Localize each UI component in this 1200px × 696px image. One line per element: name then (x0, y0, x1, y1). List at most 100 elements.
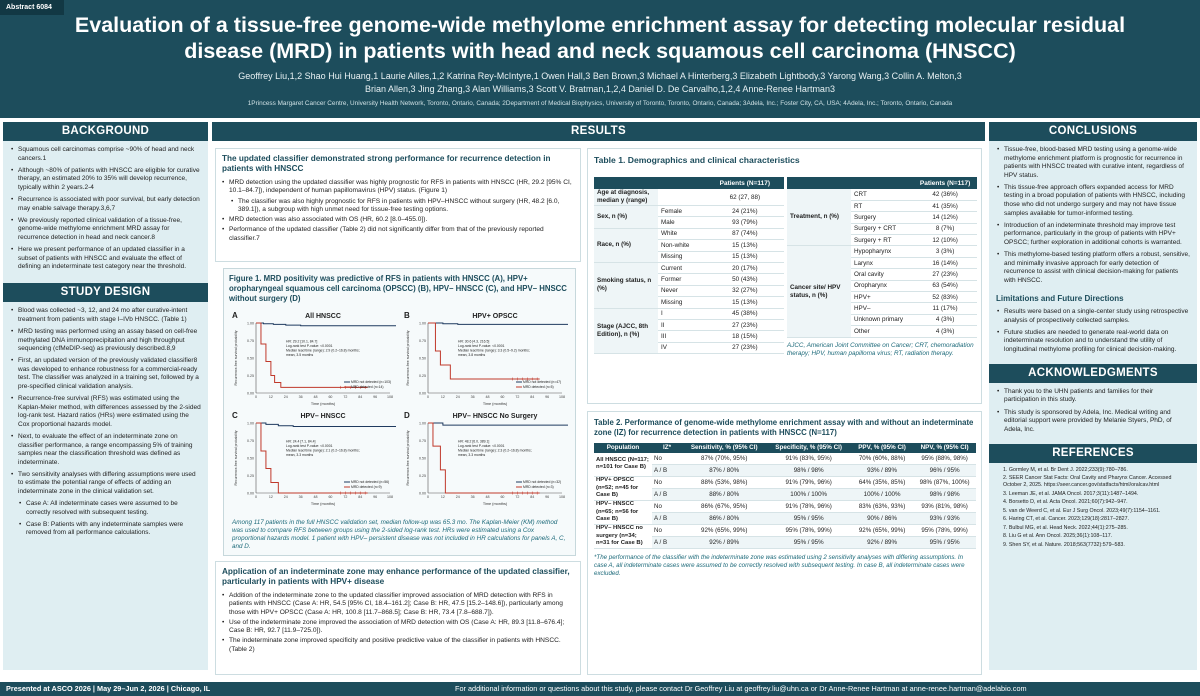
x-tick-label: 72 (343, 495, 347, 499)
table-2-header: Specificity, % (95% CI) (766, 443, 851, 453)
table-1-sub-label: Female (658, 205, 706, 218)
panel-letter: C (232, 411, 238, 420)
acknowledgments-heading: ACKNOWLEDGMENTS (989, 363, 1197, 383)
y-tick-label: 1.00 (419, 322, 426, 326)
x-tick-label: 108 (387, 495, 393, 499)
x-axis-label: Time (months) (483, 502, 508, 506)
table-2-cell: 88% / 80% (682, 488, 767, 502)
legend-label: MRD not detected (n=32) (523, 480, 561, 484)
study-design-bullet: Recurrence-free survival (RFS) was estim… (11, 395, 201, 429)
table-2-population: HPV– HNSCC (n=65; n=56 for Case B) (594, 500, 652, 526)
study-design-bullet: Two sensitivity analyses with differing … (11, 471, 201, 497)
results-bullet: The indeterminate zone improved specific… (222, 637, 574, 654)
table-row: Larynx 16 (14%) (787, 257, 977, 270)
table-row: Oral cavity 27 (23%) (787, 268, 977, 281)
x-tick-label: 60 (500, 395, 504, 399)
legend-label: MRD not detected (n=103) (351, 380, 391, 384)
table-1-sub-label: IV (658, 342, 706, 355)
table-1-sub-label: Missing (658, 296, 706, 309)
km-stat: mean, 3.8 months (458, 353, 485, 357)
table-1-value: 27 (23%) (913, 268, 977, 281)
table-1-value: 18 (15%) (705, 330, 784, 343)
table-1-value: 93 (79%) (705, 216, 784, 229)
x-tick-label: 0 (427, 395, 429, 399)
km-panel-c: C HPV– HNSCC 1.00 0.75 0.50 0.25 0.00 0 12 24 36 48… (230, 409, 396, 509)
table-2-cell: 95% (78%, 99%) (766, 524, 851, 538)
table-1-value: 11 (17%) (913, 302, 977, 315)
km-panel-a: A All HNSCC 1.00 0.75 0.50 0.25 0.00 0 12 24 36 48 6… (230, 309, 396, 409)
table-2-cell: 86% (67%, 95%) (682, 500, 767, 514)
results-box-1-list: MRD detection using the updated classifi… (222, 179, 574, 243)
table-row: All HNSCC (N=117; n=101 for Case B) No 87%… (594, 452, 976, 478)
table-2-cell: 93% / 93% (913, 512, 976, 526)
x-tick-label: 60 (500, 495, 504, 499)
panel-title: All HNSCC (305, 313, 341, 320)
table-row: HPV+ OPSCC (n=52; n=45 for Case B) No 88% … (594, 476, 976, 502)
y-tick-label: 1.00 (419, 422, 426, 426)
table-row: A / B 86% / 80% 95% / 95% 90% / 86% 93% / 93… (594, 512, 976, 526)
x-tick-label: 60 (328, 395, 332, 399)
table-1-sub-label: Unknown primary (851, 314, 914, 327)
table-2-title: Table 2. Performance of genome-wide meth… (594, 418, 974, 437)
panel-letter: D (404, 411, 410, 420)
y-tick-label: 0.25 (419, 474, 426, 478)
reference-item: 4. Borsetto D, et al. Acta Oncol. 2021;6… (1003, 499, 1128, 506)
table-1-title: Table 1. Demographics and clinical chara… (594, 155, 800, 165)
x-tick-label: 48 (486, 395, 490, 399)
table-1-value: 87 (74%) (705, 228, 784, 241)
reference-item: 6. Haring CT, et al. Cancer. 2023;129(18… (1003, 516, 1130, 523)
km-panel-d: D HPV– HNSCC No Surgery 1.00 0.75 0.50 0.25 0.… (402, 409, 568, 509)
results-box-1: The updated classifier demonstrated stro… (215, 148, 581, 262)
table-row: RT 41 (35%) (787, 200, 977, 213)
km-stat: Median lead time (range): 2.3 (0.2–16.8)… (458, 448, 532, 452)
authors-line-1: Geoffrey Liu,1,2 Shao Hui Huang,1 Laurie… (238, 71, 962, 81)
reference-item: 7. Bulbul MG, et al. Head Neck. 2022;44(… (1003, 524, 1128, 531)
table-2-cell: 83% (63%, 93%) (850, 500, 914, 514)
table-1-left-grid: Patients (N=117) Age at diagnosis, median… (594, 177, 784, 355)
x-axis-label: Time (months) (483, 402, 508, 406)
results-sub-bullet: The classifier was also highly prognosti… (231, 198, 574, 215)
right-column: CONCLUSIONS Tissue-free, blood-based MRD… (989, 122, 1197, 670)
table-row: Former 50 (43%) (594, 273, 784, 286)
y-axis-label: Recurrence-free survival probability (234, 330, 238, 385)
table-1-sub-label: Current (658, 262, 706, 275)
table-2-cell: 98% / 98% (766, 464, 851, 478)
table-1-right-grid: Patients (N=117) Treatment, n (%) CRT 42 (3… (787, 177, 977, 338)
legend-label: MRD detected (n=14) (351, 385, 384, 389)
x-tick-label: 12 (269, 495, 273, 499)
x-tick-label: 84 (358, 395, 362, 399)
acknowledgment-bullet: This study is sponsored by Adela, Inc. M… (997, 409, 1190, 435)
study-design-sub-bullet: Case B: Patients with any indeterminate … (19, 521, 201, 538)
results-box-2: Application of an indeterminate zone may… (215, 561, 581, 675)
y-tick-label: 0.00 (247, 492, 254, 496)
table-2-cell: 91% (83%, 95%) (766, 452, 851, 466)
results-bullet: Performance of the updated classifier (T… (222, 226, 574, 243)
table-row: II 27 (23%) (594, 319, 784, 332)
references-list: 1. Gormley M, et al. Br Dent J. 2022;233… (989, 463, 1197, 548)
table-row: Other 4 (3%) (787, 325, 977, 338)
table-1-group-label: Cancer site/ HPV status, n (%) (787, 245, 851, 338)
table-1-group-label: Smoking status, n (%) (594, 262, 658, 309)
table-2-cell: 92% (65%, 99%) (682, 524, 767, 538)
table-2-header: Population (594, 443, 652, 453)
acknowledgments-list: Thank you to the UHN patients and famili… (989, 383, 1197, 440)
km-stat: HR: 29.2 [10.1, 84.7] (286, 340, 317, 344)
study-design-bullet: First, an updated version of the previou… (11, 357, 201, 391)
km-stat: mean, 3.3 months (286, 453, 313, 457)
km-curve-not-detected (428, 422, 568, 426)
table-2-cell: 88% (53%, 98%) (682, 476, 767, 490)
table-1-sub-label: Oropharynx (851, 280, 914, 293)
table-1-sub-label: Hypopharynx (851, 245, 914, 258)
table-2-cell: A / B (652, 536, 682, 550)
limitations-heading: Limitations and Future Directions (996, 293, 1124, 303)
results-bullet: MRD detection using the updated classifi… (222, 179, 574, 196)
background-bullet: Here we present performance of an update… (11, 246, 201, 272)
x-tick-label: 72 (515, 395, 519, 399)
table-2-cell: 95% / 95% (913, 536, 976, 550)
table-1-sub-label: CRT (851, 189, 914, 201)
affiliations: 1Princess Margaret Cancer Centre, Univer… (247, 100, 953, 107)
panel-letter: B (404, 311, 410, 320)
x-tick-label: 96 (373, 395, 377, 399)
background-bullet: Although ~80% of patients with HNSCC are… (11, 167, 201, 193)
table-1-sub-label: Missing (658, 251, 706, 263)
